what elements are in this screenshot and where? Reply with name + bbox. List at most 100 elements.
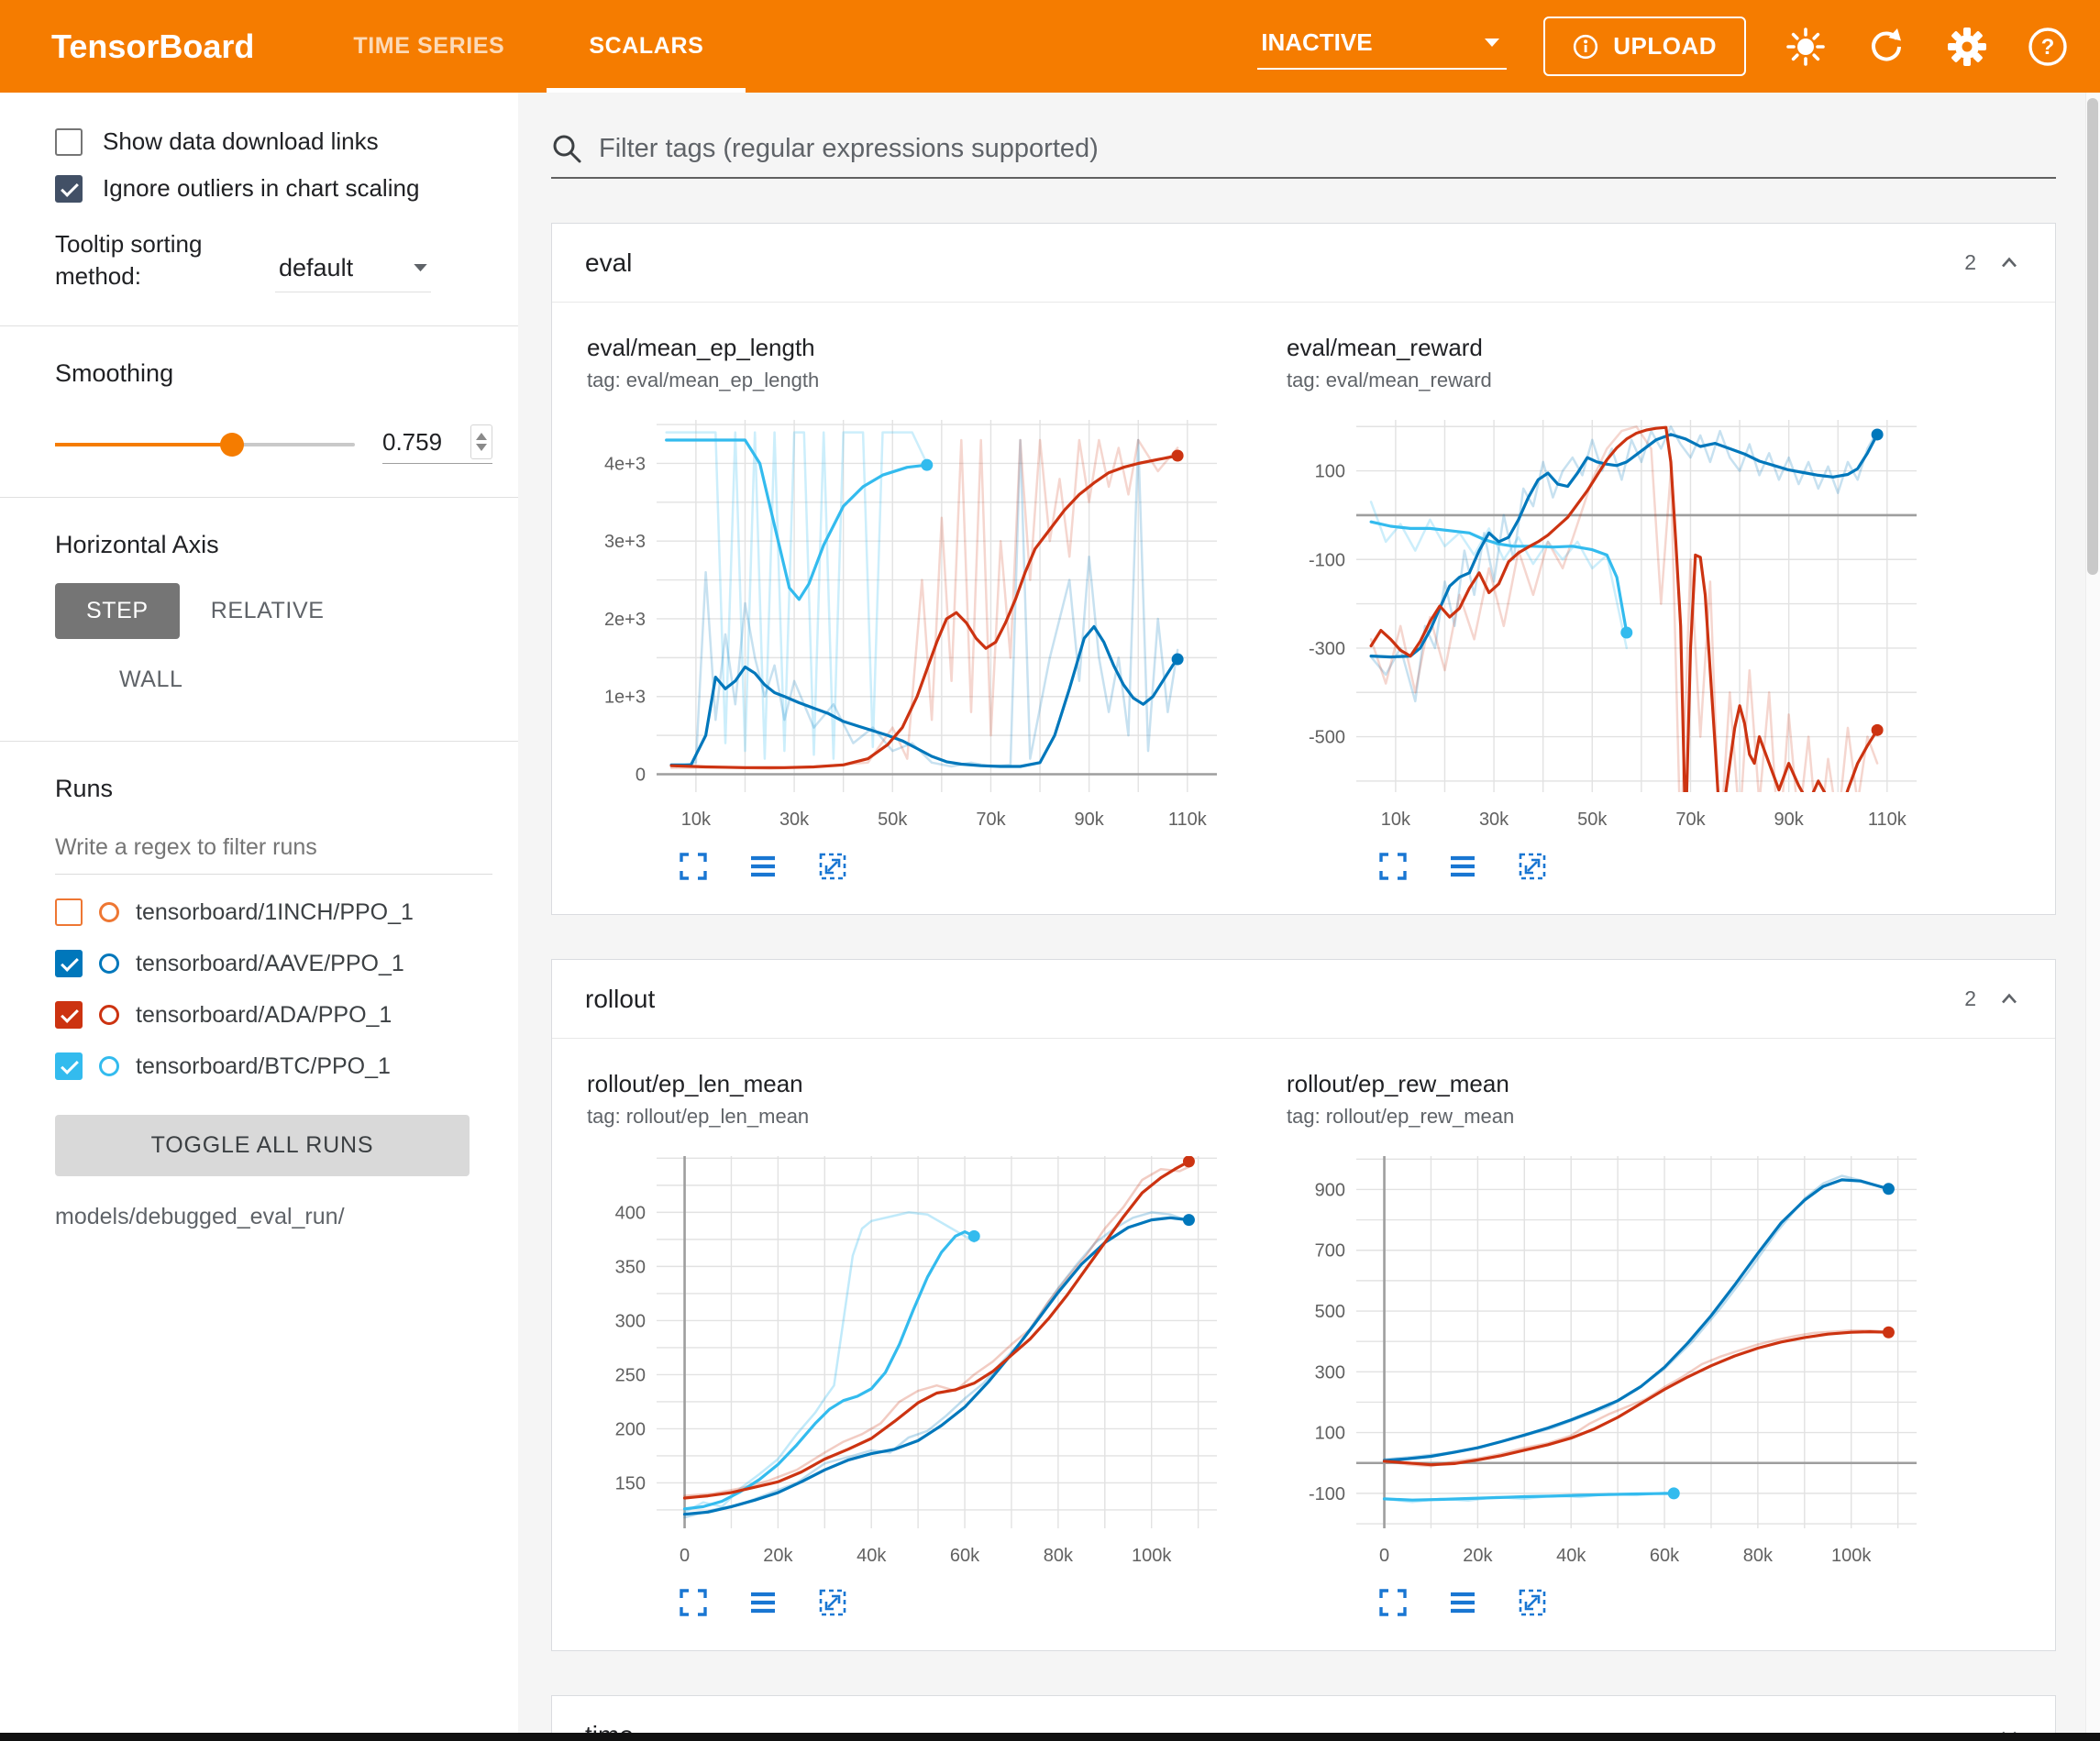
divider — [0, 741, 518, 743]
smoothing-slider-fill — [55, 442, 232, 446]
svg-text:110k: 110k — [1868, 810, 1907, 830]
section-rollout-header[interactable]: rollout 2 — [552, 960, 2055, 1039]
stepper-up-icon[interactable] — [476, 433, 487, 441]
run-color-circle — [99, 1005, 119, 1026]
scrollbar-thumb[interactable] — [2087, 98, 2098, 575]
bottom-strip — [0, 1733, 2100, 1741]
chart-canvas[interactable]: 0 20k 40k 60k 80k 100k -100 100 300 500 700 900 — [1285, 1143, 1959, 1581]
fit-data-icon[interactable] — [1516, 850, 1549, 883]
fullscreen-icon[interactable] — [1376, 850, 1409, 883]
chart-canvas[interactable]: 10k 30k 50k 70k 90k 110k 0 1e+3 2e+3 3e+3 4e+3 — [585, 407, 1259, 844]
runs-filter-input[interactable] — [55, 827, 492, 876]
toggle-all-runs-button[interactable]: TOGGLE ALL RUNS — [55, 1115, 470, 1177]
fullscreen-icon[interactable] — [677, 850, 710, 883]
models-path-label: models/debugged_eval_run/ — [55, 1204, 345, 1230]
svg-text:110k: 110k — [1168, 810, 1208, 830]
svg-text:900: 900 — [1315, 1180, 1345, 1200]
svg-text:60k: 60k — [950, 1546, 980, 1566]
run-checkbox[interactable] — [55, 898, 83, 927]
chevron-down-icon — [1485, 38, 1500, 47]
chart-tag: tag: rollout/ep_len_mean — [587, 1105, 810, 1128]
svg-text:250: 250 — [615, 1365, 646, 1385]
axis-wall-button[interactable]: WALL — [119, 667, 183, 693]
data-table-icon[interactable] — [746, 1586, 779, 1619]
svg-text:350: 350 — [615, 1257, 646, 1277]
svg-text:200: 200 — [615, 1419, 646, 1439]
svg-text:4e+3: 4e+3 — [604, 454, 646, 474]
data-table-icon[interactable] — [1446, 850, 1479, 883]
axis-step-button[interactable]: STEP — [55, 583, 180, 640]
svg-text:300: 300 — [1315, 1362, 1345, 1383]
run-row-aave[interactable]: tensorboard/AAVE/PPO_1 — [55, 950, 492, 978]
tooltip-sorting-select[interactable]: default — [275, 254, 431, 293]
svg-text:400: 400 — [615, 1203, 646, 1223]
svg-text:90k: 90k — [1075, 810, 1105, 830]
axis-relative-button[interactable]: RELATIVE — [210, 598, 325, 624]
svg-text:10k: 10k — [681, 810, 712, 830]
chevron-up-icon[interactable] — [1996, 250, 2022, 276]
svg-text:300: 300 — [615, 1311, 646, 1331]
run-color-circle — [99, 1056, 119, 1077]
brightness-icon[interactable] — [1785, 26, 1827, 68]
smoothing-stepper[interactable] — [470, 424, 492, 460]
upload-button[interactable]: UPLOAD — [1543, 17, 1746, 76]
status-dropdown-value: INACTIVE — [1261, 28, 1373, 56]
show-download-links-label: Show data download links — [103, 127, 379, 155]
fit-data-icon[interactable] — [1516, 1586, 1549, 1619]
status-dropdown[interactable]: INACTIVE — [1257, 23, 1508, 70]
svg-text:40k: 40k — [857, 1546, 887, 1566]
svg-text:80k: 80k — [1743, 1546, 1774, 1566]
fullscreen-icon[interactable] — [1376, 1586, 1409, 1619]
smoothing-slider[interactable] — [55, 432, 355, 457]
svg-text:20k: 20k — [1463, 1546, 1493, 1566]
svg-text:70k: 70k — [976, 810, 1006, 830]
fullscreen-icon[interactable] — [677, 1586, 710, 1619]
help-icon[interactable]: ? — [2027, 26, 2069, 68]
show-download-links-checkbox-row[interactable]: Show data download links — [55, 127, 492, 156]
ignore-outliers-checkbox-row[interactable]: Ignore outliers in chart scaling — [55, 174, 492, 203]
run-row-btc[interactable]: tensorboard/BTC/PPO_1 — [55, 1052, 492, 1081]
svg-text:30k: 30k — [779, 810, 810, 830]
tab-scalars[interactable]: SCALARS — [547, 0, 746, 93]
vertical-scrollbar[interactable] — [2085, 93, 2100, 1741]
run-checkbox[interactable] — [55, 1001, 83, 1030]
section-eval-header[interactable]: eval 2 — [552, 224, 2055, 303]
run-checkbox[interactable] — [55, 950, 83, 978]
info-icon — [1574, 34, 1598, 59]
runs-heading: Runs — [55, 775, 114, 803]
svg-text:60k: 60k — [1650, 1546, 1680, 1566]
tooltip-sorting-label: Tooltip sorting method: — [55, 230, 203, 291]
chart-title: eval/mean_ep_length — [587, 334, 815, 361]
run-color-circle — [99, 902, 119, 923]
divider — [0, 497, 518, 499]
data-table-icon[interactable] — [1446, 1586, 1479, 1619]
chart-title: rollout/ep_rew_mean — [1287, 1070, 1509, 1097]
section-count: 2 — [1964, 986, 1976, 1010]
show-download-links-checkbox[interactable] — [55, 127, 83, 156]
chart-canvas[interactable]: 10k 30k 50k 70k 90k 110k 100 -100 -300 -500 — [1285, 407, 1959, 844]
svg-text:50k: 50k — [1577, 810, 1608, 830]
ignore-outliers-checkbox[interactable] — [55, 174, 83, 203]
chart-canvas[interactable]: 0 20k 40k 60k 80k 100k 150 200 250 300 350 400 — [585, 1143, 1259, 1581]
smoothing-slider-thumb[interactable] — [219, 432, 244, 457]
run-label: tensorboard/AAVE/PPO_1 — [136, 950, 404, 976]
data-table-icon[interactable] — [746, 850, 779, 883]
tab-time-series[interactable]: TIME SERIES — [353, 33, 505, 59]
svg-text:0: 0 — [1379, 1546, 1389, 1566]
run-checkbox[interactable] — [55, 1052, 83, 1081]
smoothing-value-input[interactable] — [382, 427, 452, 457]
refresh-icon[interactable] — [1865, 26, 1907, 68]
chevron-up-icon[interactable] — [1996, 986, 2022, 1012]
svg-text:100k: 100k — [1132, 1546, 1172, 1566]
fit-data-icon[interactable] — [816, 850, 849, 883]
settings-gear-icon[interactable] — [1946, 26, 1988, 68]
fit-data-icon[interactable] — [816, 1586, 849, 1619]
chart-block-eval-mean-ep-length: eval/mean_ep_length tag: eval/mean_ep_le… — [585, 334, 1259, 883]
svg-text:90k: 90k — [1774, 810, 1805, 830]
filter-tags-input[interactable] — [599, 133, 2056, 164]
search-icon — [553, 135, 581, 163]
run-row-ada[interactable]: tensorboard/ADA/PPO_1 — [55, 1001, 492, 1030]
run-row-1inch[interactable]: tensorboard/1INCH/PPO_1 — [55, 898, 492, 927]
section-title: rollout — [585, 984, 656, 1013]
stepper-down-icon[interactable] — [476, 444, 487, 452]
